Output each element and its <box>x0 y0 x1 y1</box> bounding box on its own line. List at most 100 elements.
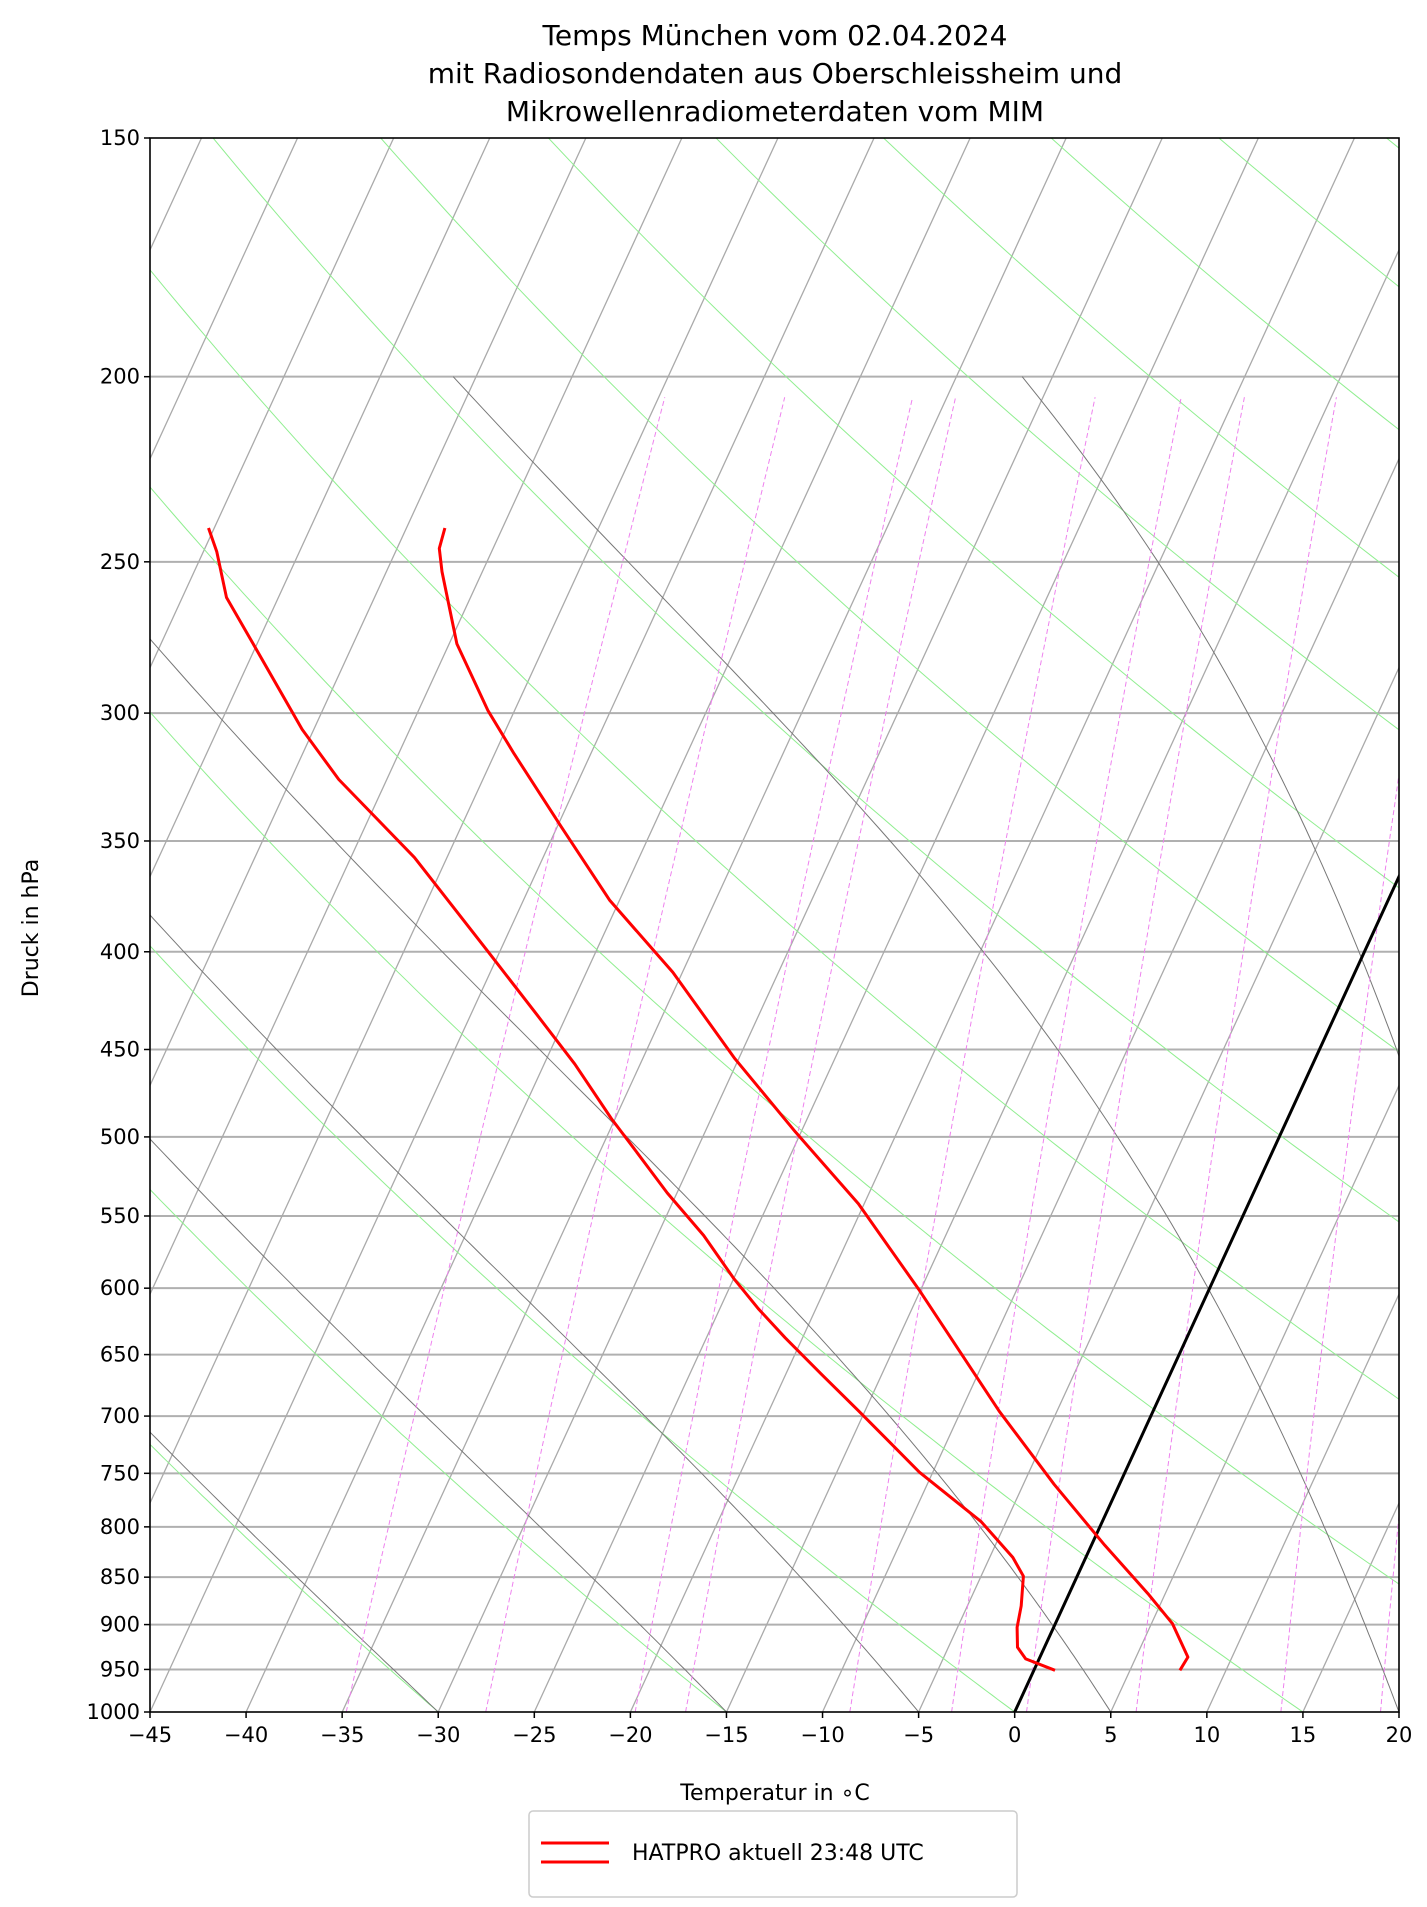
profiles <box>207 527 1399 1712</box>
isotherm <box>341 138 1067 1712</box>
dry-adiabat <box>715 138 1399 731</box>
isotherm <box>1302 1501 1399 1712</box>
y-tick-label-850: 850 <box>100 1565 140 1589</box>
dry-adiabat <box>150 711 1304 1712</box>
isotherm <box>918 666 1399 1712</box>
isotherm <box>629 138 1356 1712</box>
dewpoint-profile-line <box>207 527 1056 1672</box>
y-tick-label-550: 550 <box>100 1204 140 1228</box>
dry-adiabat <box>1218 138 1399 288</box>
x-tick-label-15: 15 <box>1290 1723 1317 1747</box>
y-tick-label-900: 900 <box>100 1613 140 1637</box>
x-tick-label--40: −40 <box>224 1723 268 1747</box>
mixing-ratio-line <box>1380 1511 1399 1712</box>
chart-title-line-3: Mikrowellenradiometerdaten vom MIM <box>506 95 1044 128</box>
reference-lines <box>0 0 1427 1712</box>
y-tick-label-350: 350 <box>100 829 140 853</box>
dry-adiabat <box>547 138 1399 889</box>
legend: HATPRO aktuell 23:48 UTC <box>528 1810 1018 1898</box>
isotherm <box>0 0 164 1712</box>
isotherm <box>1206 1292 1399 1712</box>
isotherm <box>150 138 683 1296</box>
dry-adiabat <box>150 486 1399 1585</box>
mixing-ratio-line <box>1026 397 1245 1712</box>
isotherm <box>1398 1710 1399 1712</box>
isotherm <box>150 138 203 252</box>
temperature-profile-line <box>437 527 1190 1672</box>
dry-adiabat <box>882 138 1399 578</box>
y-tick-label-200: 200 <box>100 365 140 389</box>
isotherm <box>150 138 299 461</box>
axis-ticks: 1502002503003504004505005506006507007508… <box>87 126 1413 1747</box>
x-tick-label-10: 10 <box>1193 1723 1220 1747</box>
legend-box <box>528 1810 1018 1898</box>
x-tick-label-5: 5 <box>1104 1723 1117 1747</box>
y-tick-label-800: 800 <box>100 1515 140 1539</box>
isotherm <box>533 138 1260 1712</box>
isotherm <box>150 138 875 1712</box>
isotherm <box>821 457 1399 1712</box>
x-axis-label: Temperatur in ∘C <box>679 1781 869 1806</box>
isotherm <box>150 138 779 1505</box>
moist-adiabat <box>150 638 1112 1712</box>
y-tick-label-750: 750 <box>100 1461 140 1485</box>
moist-adiabat <box>150 1431 439 1712</box>
y-tick-label-400: 400 <box>100 940 140 964</box>
y-tick-label-650: 650 <box>100 1343 140 1367</box>
dry-adiabat <box>150 1443 439 1712</box>
dry-adiabat <box>212 138 1399 1223</box>
zero-isotherm-line <box>1013 872 1399 1712</box>
y-axis-label: Druck in hPa <box>19 859 44 998</box>
isotherm <box>0 0 260 1712</box>
dry-adiabat <box>1406 19 1427 1712</box>
isotherm <box>437 138 1163 1712</box>
mixing-ratio-line <box>951 397 1182 1712</box>
mixing-ratio-line <box>1135 397 1337 1712</box>
x-tick-label--45: −45 <box>128 1723 172 1747</box>
isotherm <box>725 248 1399 1712</box>
y-tick-label-500: 500 <box>100 1125 140 1149</box>
isotherm <box>1014 875 1399 1712</box>
y-tick-label-1000: 1000 <box>87 1700 140 1724</box>
moist-adiabat <box>150 1138 727 1712</box>
y-tick-label-150: 150 <box>100 126 140 150</box>
x-tick-label--20: −20 <box>608 1723 652 1747</box>
isotherm <box>150 138 587 1088</box>
dry-adiabat <box>150 269 1399 1400</box>
plot-frame <box>149 137 1400 1713</box>
dry-adiabat <box>150 1188 727 1712</box>
x-tick-label--15: −15 <box>704 1723 748 1747</box>
dry-adiabat <box>150 945 1015 1712</box>
moist-adiabat <box>452 376 1399 1712</box>
y-tick-label-600: 600 <box>100 1276 140 1300</box>
isotherm <box>0 0 68 1712</box>
mixing-ratio-line <box>634 397 914 1712</box>
x-tick-label--5: −5 <box>903 1723 934 1747</box>
y-tick-label-300: 300 <box>100 701 140 725</box>
mixing-ratio-line <box>485 397 786 1712</box>
mixing-ratio-line <box>345 397 666 1712</box>
x-tick-label--25: −25 <box>512 1723 556 1747</box>
chart-title-line-2: mit Radiosondendaten aus Oberschleisshei… <box>428 57 1122 90</box>
y-tick-label-250: 250 <box>100 550 140 574</box>
dry-adiabat <box>1050 138 1399 431</box>
x-tick-label-20: 20 <box>1386 1723 1413 1747</box>
legend-label: HATPRO aktuell 23:48 UTC <box>632 1841 924 1866</box>
x-tick-label--10: −10 <box>800 1723 844 1747</box>
dry-adiabat <box>380 138 1399 1053</box>
x-tick-label--35: −35 <box>320 1723 364 1747</box>
x-tick-label--30: −30 <box>416 1723 460 1747</box>
mixing-ratio-line <box>685 397 957 1712</box>
isotherm <box>150 138 491 879</box>
moist-adiabat <box>1021 376 1399 1058</box>
x-tick-label-0: 0 <box>1008 1723 1021 1747</box>
isotherm <box>245 138 971 1712</box>
chart-title-line-1: Temps München vom 02.04.2024 <box>542 19 1008 52</box>
moist-adiabat <box>150 914 919 1712</box>
y-tick-label-950: 950 <box>100 1657 140 1681</box>
y-tick-label-700: 700 <box>100 1404 140 1428</box>
mixing-ratio-line <box>1280 771 1399 1712</box>
y-tick-label-450: 450 <box>100 1037 140 1061</box>
isotherm <box>1110 1083 1399 1712</box>
